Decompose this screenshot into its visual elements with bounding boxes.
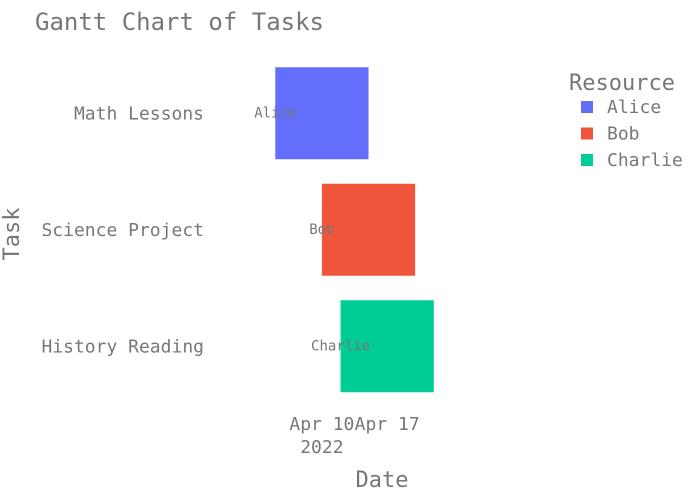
- gantt-bar: [321, 183, 416, 276]
- legend-item-label: Bob: [607, 124, 640, 145]
- legend-title: Resource: [569, 71, 675, 96]
- plot-area: Alice Math Lessons Bob Science Project Charl…: [41, 67, 434, 458]
- legend-item-label: Alice: [607, 97, 661, 118]
- x-tick-label: Apr 17: [355, 414, 420, 435]
- legend: Resource Alice Bob Charlie: [569, 71, 683, 171]
- legend-item-label: Charlie: [607, 150, 683, 171]
- bar-label: Charlie: [311, 338, 370, 354]
- y-tick-label: History Reading: [41, 336, 204, 357]
- gantt-bar: [275, 67, 369, 160]
- legend-swatch: [581, 154, 593, 166]
- x-tick-label: Apr 10: [289, 414, 354, 435]
- bar-label: Alice: [254, 105, 296, 121]
- gantt-bar: [340, 300, 434, 393]
- chart-title: Gantt Chart of Tasks: [35, 8, 324, 36]
- y-tick-label: Math Lessons: [74, 103, 204, 124]
- x-tick-year-label: 2022: [300, 437, 343, 458]
- bar-label: Bob: [309, 222, 334, 238]
- legend-swatch: [581, 127, 593, 140]
- legend-swatch: [581, 101, 593, 113]
- y-tick-label: Science Project: [41, 220, 204, 241]
- y-axis-title: Task: [0, 208, 25, 261]
- x-axis-title: Date: [356, 468, 409, 493]
